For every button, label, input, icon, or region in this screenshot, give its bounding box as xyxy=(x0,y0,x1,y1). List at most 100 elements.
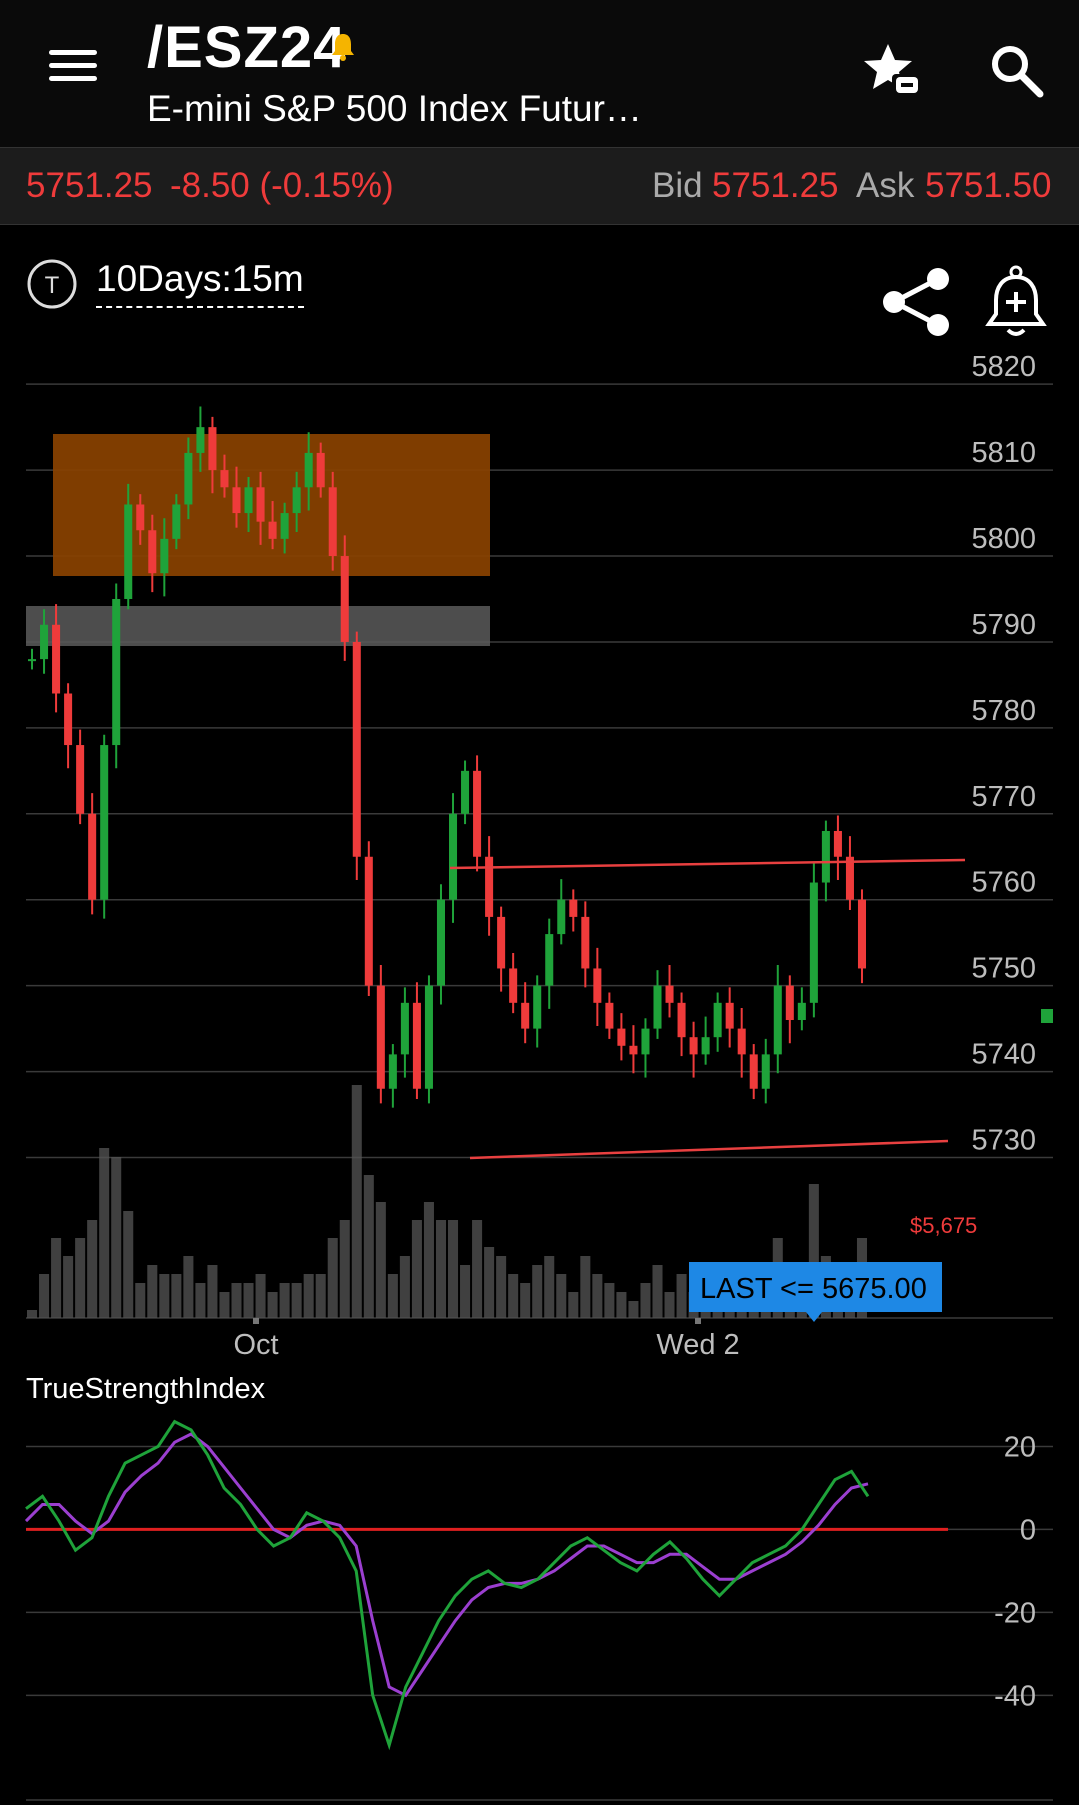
volume-bar xyxy=(399,1256,410,1318)
candle-body xyxy=(280,513,289,539)
volume-bar xyxy=(652,1265,663,1318)
price-tick-label: 5780 xyxy=(971,695,1036,727)
candle-body xyxy=(761,1054,770,1089)
candle-body xyxy=(473,770,482,857)
volume-bar xyxy=(279,1283,290,1318)
price-tick-label: 5800 xyxy=(971,523,1036,555)
add-alert-icon[interactable] xyxy=(984,264,1048,340)
volume-bar xyxy=(387,1274,398,1318)
resistance-zone[interactable] xyxy=(53,434,490,576)
candle-body xyxy=(785,985,794,1021)
lower-trendline[interactable] xyxy=(469,1139,949,1160)
candle-body xyxy=(424,985,433,1089)
tsi-grid xyxy=(26,1445,1053,1801)
upper-trendline[interactable] xyxy=(449,858,966,870)
candle-body xyxy=(232,487,241,514)
time-tick-label: Wed 2 xyxy=(656,1329,739,1361)
menu-icon-bar xyxy=(49,76,97,81)
volume-bar xyxy=(303,1274,314,1318)
candle-body xyxy=(28,659,37,662)
time-tick xyxy=(253,1318,259,1324)
volume-bar xyxy=(423,1202,434,1318)
volume-bar xyxy=(75,1238,86,1318)
volume-bar xyxy=(147,1265,158,1318)
volume-bar xyxy=(111,1157,122,1318)
tsi-tick-label: 0 xyxy=(1020,1514,1036,1546)
menu-icon-bar xyxy=(49,63,97,68)
volume-bar xyxy=(556,1274,567,1318)
volume-bar xyxy=(351,1085,362,1318)
bell-icon[interactable] xyxy=(330,32,356,62)
candle-body xyxy=(545,934,554,986)
last-price-marker xyxy=(1041,1009,1053,1023)
quote-bar: 5751.25 -8.50 (-0.15%) Bid 5751.25 Ask 5… xyxy=(0,147,1079,225)
volume-bar xyxy=(616,1292,627,1318)
t-label: T xyxy=(45,272,60,299)
last-price: 5751.25 xyxy=(26,166,153,205)
candle-body xyxy=(725,1002,734,1029)
menu-button[interactable] xyxy=(40,42,106,102)
alert-badge[interactable]: LAST <= 5675.00 xyxy=(689,1262,942,1322)
search-icon[interactable] xyxy=(986,40,1048,102)
candle-body xyxy=(749,1054,758,1089)
volume-bar xyxy=(27,1310,38,1318)
drawing-tools-button[interactable]: T xyxy=(26,258,78,310)
price-tick-label: 5730 xyxy=(971,1124,1036,1156)
volume-bar xyxy=(363,1175,374,1318)
tsi-tick-label: 20 xyxy=(1004,1431,1036,1463)
bid-price: 5751.25 xyxy=(712,166,839,205)
volume-bar xyxy=(460,1265,471,1318)
volume-bar xyxy=(628,1301,639,1318)
volume-bar xyxy=(435,1220,446,1318)
candle-body xyxy=(593,968,602,1003)
candles xyxy=(28,406,866,1108)
candle-body xyxy=(665,985,674,1003)
time-axis: Oct Wed 2 xyxy=(233,1318,740,1361)
candle-body xyxy=(629,1045,638,1055)
candle-body xyxy=(184,452,193,505)
candle-body xyxy=(713,1002,722,1038)
candle-body xyxy=(292,487,301,514)
candle-body xyxy=(208,427,217,471)
watchlist-star-icon[interactable] xyxy=(860,40,922,102)
period-selector[interactable]: 10Days:15m xyxy=(96,258,304,308)
candle-body xyxy=(268,521,277,539)
candle-body xyxy=(617,1028,626,1046)
candle-body xyxy=(220,470,229,488)
price-chart[interactable]: 5820 5810 5800 5790 5780 5770 5760 5750 5740 5730… xyxy=(0,340,1079,1805)
volume-bar xyxy=(99,1148,110,1318)
volume-bar xyxy=(339,1220,350,1318)
candle-body xyxy=(256,487,265,522)
candle-body xyxy=(737,1028,746,1055)
volume-bar xyxy=(484,1247,495,1318)
alert-badge-label: LAST <= 5675.00 xyxy=(700,1273,927,1305)
volume-bar xyxy=(520,1283,531,1318)
volume-bar xyxy=(123,1211,134,1318)
tsi-axis: 20 0 -20 -40 xyxy=(994,1431,1036,1712)
volume-bar xyxy=(171,1274,182,1318)
candle-body xyxy=(76,745,85,814)
candle-body xyxy=(605,1002,614,1029)
candle-body xyxy=(172,504,181,539)
chart-toolbar: T 10Days:15m xyxy=(0,240,1079,340)
volume-bar xyxy=(183,1256,194,1318)
support-zone[interactable] xyxy=(26,606,490,646)
candle-body xyxy=(857,899,866,969)
volume-bar xyxy=(255,1274,266,1318)
candle-body xyxy=(485,856,494,917)
candle-body xyxy=(641,1028,650,1055)
tsi-tick-label: -40 xyxy=(994,1680,1036,1712)
candle-body xyxy=(244,487,253,514)
candle-body xyxy=(112,598,121,746)
share-icon[interactable] xyxy=(878,264,954,340)
alert-price-label: $5,675 xyxy=(910,1213,977,1238)
volume-bar xyxy=(291,1283,302,1318)
candle-body xyxy=(821,830,830,883)
price-tick-label: 5810 xyxy=(971,437,1036,469)
volume-bar xyxy=(375,1202,386,1318)
candle-body xyxy=(497,916,506,969)
tsi-signal-line xyxy=(24,1432,869,1698)
volume-bar xyxy=(508,1274,519,1318)
menu-icon xyxy=(49,50,97,55)
volume-bar xyxy=(207,1265,218,1318)
